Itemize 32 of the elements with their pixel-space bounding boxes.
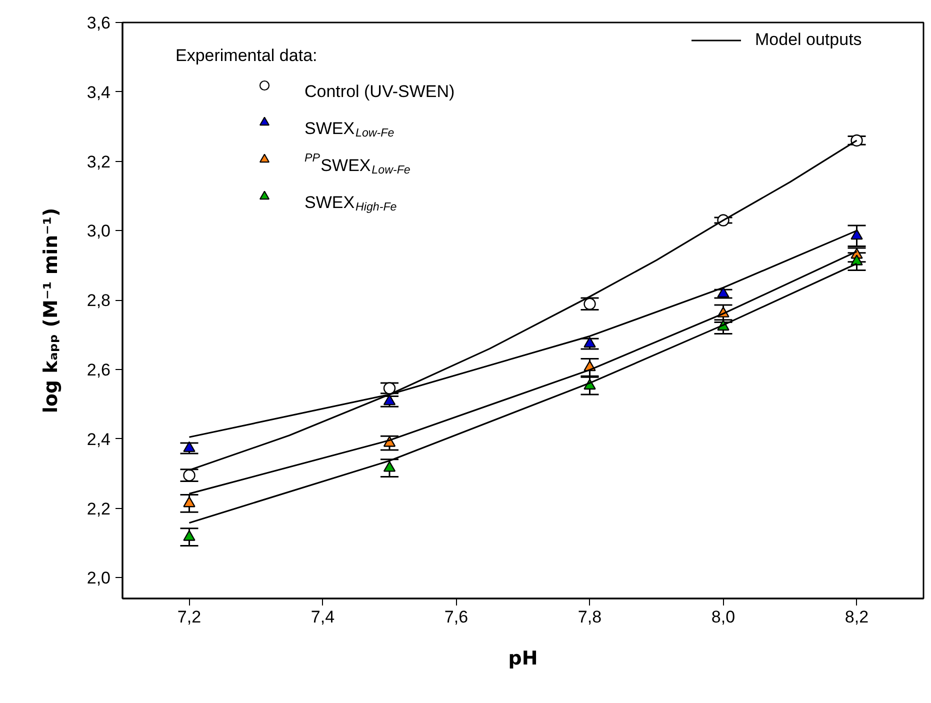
y-tick-label: 2,8: [86, 291, 111, 310]
y-tick-label: 3,2: [86, 152, 111, 172]
x-tick-label: 7,4: [310, 608, 335, 626]
point: [183, 496, 196, 508]
y-axis-title: log kₐₚₚ (M⁻¹ min⁻¹): [40, 208, 62, 414]
legend-label: Control (UV-SWEN): [304, 82, 455, 101]
x-axis-title: pH: [508, 648, 538, 670]
y-tick-label: 2,0: [86, 568, 111, 588]
point: [584, 298, 596, 310]
point: [383, 461, 396, 472]
y-tick-label: 2,4: [86, 430, 111, 449]
point: [183, 530, 196, 541]
point: [850, 228, 863, 240]
legend-title: Experimental data:: [176, 46, 318, 65]
y-tick-label: 2,2: [86, 499, 111, 518]
point: [850, 134, 863, 147]
x-tick-label: 7,6: [444, 608, 468, 626]
x-tick-label: 7,8: [578, 608, 602, 626]
point: [584, 336, 596, 348]
y-tick-label: 3,4: [86, 82, 111, 102]
point: [717, 286, 730, 298]
x-tick-label: 8,2: [844, 608, 869, 626]
point: [183, 441, 196, 452]
x-tick-label: 8,0: [711, 608, 736, 626]
legend-label: Model outputs: [755, 30, 862, 50]
y-tick-label: 2,6: [86, 360, 111, 380]
point: [850, 254, 863, 266]
x-tick-label: 7,2: [177, 608, 202, 626]
y-tick-label: 3,6: [86, 14, 111, 32]
point: [383, 394, 396, 406]
point: [383, 382, 396, 394]
y-tick-label: 3,0: [86, 222, 111, 241]
